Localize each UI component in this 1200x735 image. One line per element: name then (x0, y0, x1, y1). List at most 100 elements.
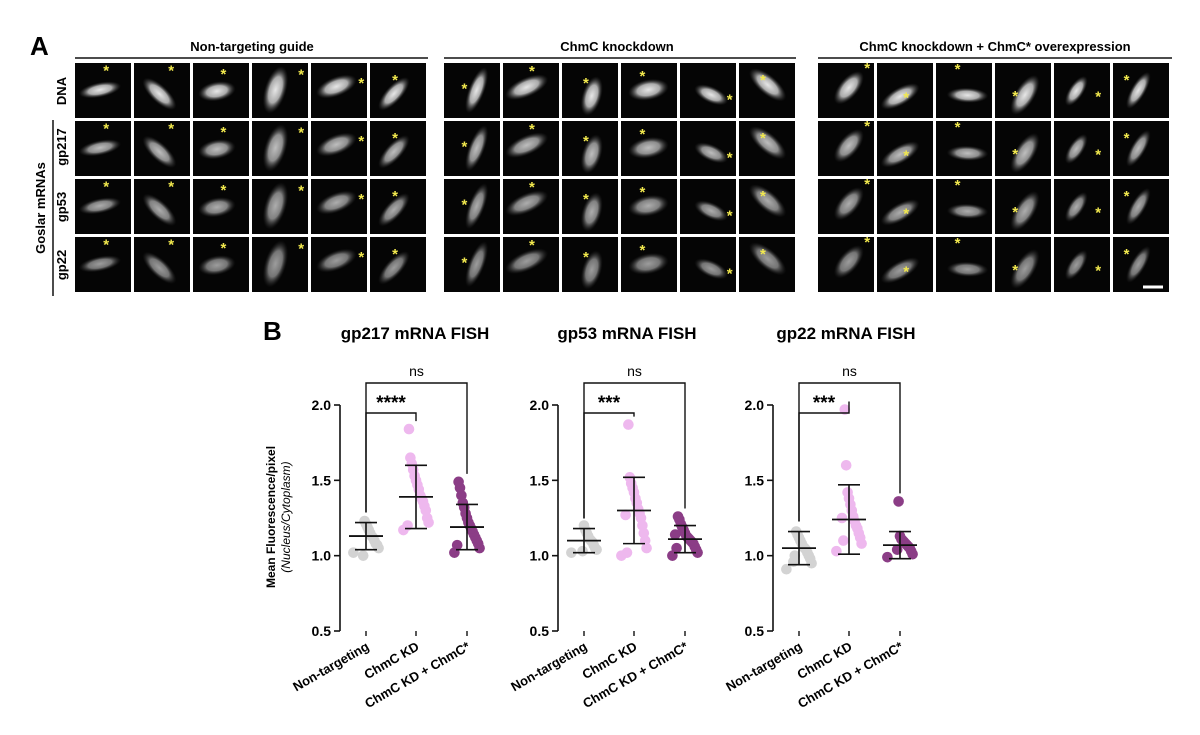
micrograph-tile: * (936, 177, 992, 234)
nucleus-marker-icon: * (103, 179, 109, 196)
y-axis-subtitle: (Nucleus/Cytoplasm) (279, 461, 293, 572)
nucleus-marker-icon: * (1012, 88, 1018, 105)
micrograph-tile: * (252, 179, 308, 234)
panel-a-letter: A (30, 31, 49, 61)
nucleus-marker-icon: * (358, 191, 364, 208)
micrograph-tile: * (134, 237, 190, 292)
nucleus-marker-icon: * (727, 208, 733, 225)
nucleus-marker-icon: * (903, 206, 909, 223)
micrograph-tile: * (621, 237, 677, 292)
goslar-side-label: Goslar mRNAs (33, 162, 48, 254)
y-tick-label: 1.5 (530, 472, 550, 488)
micrograph-tile: * (621, 63, 677, 118)
nucleus-marker-icon: * (220, 182, 226, 199)
micrograph-tile: * (444, 237, 500, 292)
micrograph-tile: * (503, 179, 559, 234)
significance-label: ns (409, 363, 424, 379)
nucleus-marker-icon: * (529, 63, 535, 80)
micrograph-tile: * (311, 237, 367, 292)
micrograph-tile: * (877, 63, 933, 118)
micrograph-tile: * (1113, 179, 1169, 234)
nucleus-marker-icon: * (1124, 188, 1130, 205)
micrograph-tile: * (1113, 121, 1169, 176)
chart-1: gp217 mRNA FISH 0.5 1.0 1.5 2.0 Non-targeting… (290, 324, 489, 711)
panel-a-header: Non-targeting guide ChmC knockdown ChmC … (75, 39, 1172, 59)
micrograph-tile: * (562, 179, 618, 234)
nucleus-marker-icon: * (640, 68, 646, 85)
nucleus-marker-icon: * (392, 188, 398, 205)
micrograph-tile: * (252, 121, 308, 176)
nucleus-marker-icon: * (220, 124, 226, 141)
data-point (893, 496, 904, 507)
micrograph-tile: * (370, 63, 426, 118)
data-point (840, 459, 852, 471)
nucleus-marker-icon: * (903, 148, 909, 165)
nucleus-marker-icon: * (358, 133, 364, 150)
nucleus-marker-icon: * (727, 266, 733, 283)
micrograph-tile: * (877, 237, 933, 292)
micrograph-tile: * (621, 179, 677, 234)
micrograph-tile: * (311, 179, 367, 234)
micrograph-tile: * (193, 63, 249, 118)
significance-label: *** (598, 393, 621, 414)
micrograph-tile: * (680, 179, 736, 234)
micrograph-tile: * (370, 237, 426, 292)
significance-bracket (365, 382, 468, 513)
nucleus-marker-icon: * (864, 118, 870, 135)
data-point (453, 476, 464, 488)
nucleus-marker-icon: * (1124, 246, 1130, 263)
data-point (451, 539, 463, 551)
chart-title: gp22 mRNA FISH (776, 324, 915, 343)
micrograph-tile: * (739, 121, 795, 176)
y-tick-label: 0.5 (530, 623, 550, 639)
group-title-chmc-knockdown: ChmC knockdown (560, 39, 673, 54)
micrograph-tile: * (739, 63, 795, 118)
nucleus-marker-icon: * (864, 176, 870, 193)
nucleus-marker-icon: * (220, 66, 226, 83)
micrograph-tile: * (503, 121, 559, 176)
significance-bracket (583, 382, 686, 519)
micrograph-tile: * (562, 121, 618, 176)
chart-title: gp217 mRNA FISH (341, 324, 490, 343)
nucleus-marker-icon: * (103, 121, 109, 138)
y-tick-label: 2.0 (312, 397, 332, 413)
nucleus-marker-icon: * (727, 150, 733, 167)
nucleus-marker-icon: * (392, 246, 398, 263)
nucleus-marker-icon: * (640, 184, 646, 201)
nucleus-marker-icon: * (168, 121, 174, 138)
micrograph-tile: * (621, 121, 677, 176)
micrograph-tile: * (503, 63, 559, 118)
row-label-dna: DNA (54, 76, 69, 105)
data-point (882, 551, 893, 563)
x-category-label: Non-targeting (723, 639, 804, 695)
micrograph-tile: * (562, 237, 618, 292)
nucleus-marker-icon: * (760, 246, 766, 263)
data-point (620, 509, 631, 521)
nucleus-marker-icon: * (1095, 147, 1101, 164)
nucleus-marker-icon: * (103, 63, 109, 80)
x-category-label: Non-targeting (290, 639, 371, 695)
y-tick-label: 1.5 (312, 472, 332, 488)
data-point (672, 511, 684, 522)
micrograph-tile: * (739, 179, 795, 234)
nucleus-marker-icon: * (1012, 146, 1018, 163)
micrograph-tile: * (995, 237, 1051, 292)
nucleus-marker-icon: * (298, 240, 304, 257)
significance-label: *** (813, 393, 836, 414)
nucleus-marker-icon: * (461, 81, 467, 98)
micrograph-tile: * (1054, 63, 1110, 118)
nucleus-marker-icon: * (1012, 204, 1018, 221)
micrograph-tile: * (680, 121, 736, 176)
significance-label: ns (842, 363, 857, 379)
micrograph-tile: * (370, 179, 426, 234)
data-point (836, 512, 848, 524)
y-tick-label: 0.5 (312, 623, 332, 639)
nucleus-marker-icon: * (640, 126, 646, 143)
micrograph-tile: * (877, 179, 933, 234)
data-point (359, 515, 370, 527)
nucleus-marker-icon: * (168, 63, 174, 80)
chart-title: gp53 mRNA FISH (557, 324, 696, 343)
chart-2: gp53 mRNA FISH0.51.01.52.0Non-targetingC… (508, 324, 703, 711)
nucleus-marker-icon: * (864, 234, 870, 251)
micrograph-tile: * (562, 63, 618, 118)
